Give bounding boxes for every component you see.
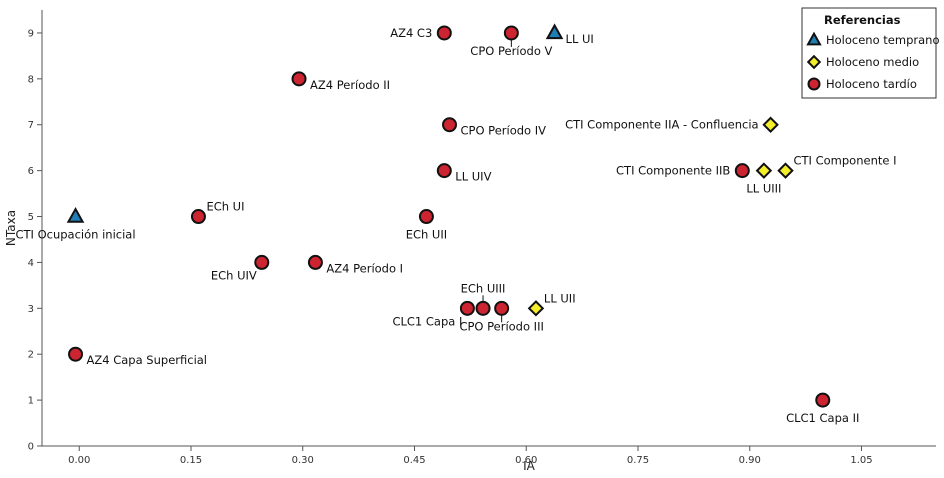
data-point [418,209,434,225]
point-label: ECh UIV [211,268,257,282]
y-tick-label: 9 [28,28,34,39]
y-tick-label: 8 [28,74,34,85]
point-label: AZ4 Período I [326,261,403,275]
point-label: ECh UIII [461,281,506,295]
point-label: CTI Componente IIB [616,164,730,178]
y-tick-label: 3 [28,304,34,315]
data-point [762,116,779,133]
data-point [190,209,206,225]
point-label: AZ4 Capa Superficial [87,353,207,367]
legend: Referencias Holoceno temprano Holoceno med… [801,7,939,99]
data-points [66,23,831,408]
y-tick-label: 2 [28,350,34,361]
point-label: AZ4 C3 [390,26,432,40]
data-point [436,163,452,179]
point-label: LL UII [544,291,576,305]
data-point [475,300,491,316]
point-label: ECh UI [206,200,244,214]
data-point [68,346,84,362]
y-tick-label: 0 [28,442,34,453]
data-point [291,71,307,87]
point-label: LL UIV [455,170,491,184]
point-label: CTI Componente I [794,154,897,168]
legend-marker [807,77,821,91]
data-point [254,254,270,270]
x-tick-label: 0.00 [68,455,90,466]
x-tick-label: 0.75 [627,455,649,466]
data-point [734,163,750,179]
point-labels: CTI Ocupación inicial LL UI LL UII CTI Comp… [15,26,896,425]
point-label: CPO Período III [459,319,543,333]
point-label: CLC1 Capa I [392,314,462,328]
point-label: CTI Ocupación inicial [15,228,135,242]
legend-marker [806,31,822,46]
point-label: CPO Período V [470,44,552,58]
data-point [503,25,519,41]
data-point [777,162,794,179]
y-tick-label: 6 [28,166,34,177]
x-tick-label: 0.30 [292,455,314,466]
x-axis-title: IA [523,459,536,473]
data-point [494,300,510,316]
data-point [442,117,458,133]
x-tick-label: 0.60 [515,455,537,466]
data-point [307,254,323,270]
data-point [815,392,831,408]
legend-entry-label: Holoceno temprano [826,33,939,47]
x-tick-label: 1.05 [850,455,872,466]
x-tick-label: 0.45 [403,455,425,466]
y-tick-label: 4 [28,258,34,269]
point-label: AZ4 Período II [310,78,390,92]
point-label: LL UI [566,32,594,46]
legend-entry-label: Holoceno medio [826,55,919,69]
legend-marker [806,54,822,70]
x-tick-label: 0.90 [739,455,761,466]
data-point [459,300,475,316]
y-tick-label: 7 [28,120,34,131]
data-point [527,300,545,317]
point-label: CPO Período IV [461,124,547,138]
point-label: ECh UII [406,228,447,242]
point-label: CLC1 Capa II [786,411,859,425]
legend-box [801,7,937,99]
point-label: LL UIII [746,182,781,196]
legend-title: Referencias [824,13,901,27]
point-label: CTI Componente IIA - Confluencia [565,118,759,132]
y-tick-label: 1 [28,396,34,407]
y-axis-title: NTaxa [4,210,18,246]
x-tick-label: 0.15 [180,455,202,466]
data-point [436,25,452,41]
data-point [66,207,85,223]
legend-entry-label: Holoceno tardío [826,77,917,91]
axes: 0 1 2 3 4 5 6 7 8 9 0.00 0.15 0.30 0.45 0.60 0.75 0.90 1.… [4,10,936,473]
data-point [545,23,564,40]
data-point [755,162,773,179]
y-tick-label: 5 [28,212,34,223]
